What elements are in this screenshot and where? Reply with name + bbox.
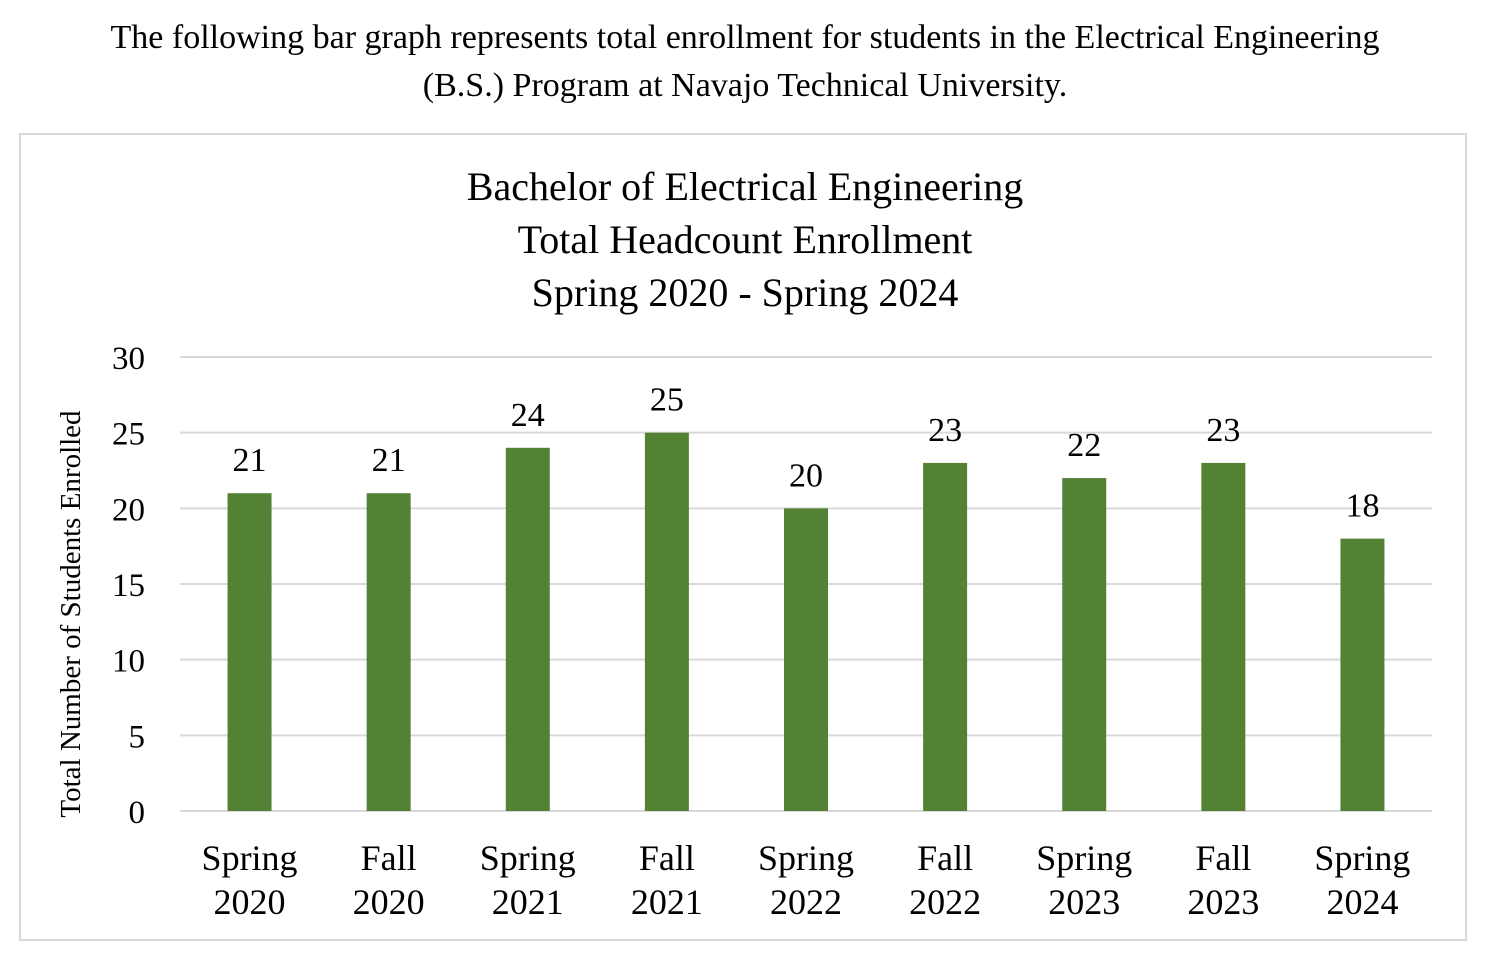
- x-tick-label-9-line-2: 2024: [1326, 882, 1398, 922]
- data-label-9: 18: [1345, 488, 1379, 525]
- chart-title-line-1: Bachelor of Electrical Engineering: [467, 164, 1023, 209]
- x-tick-label-5-line-2: 2022: [770, 882, 842, 922]
- y-tick-label-0: 0: [129, 795, 146, 831]
- y-tick-label-20: 20: [112, 492, 145, 528]
- chart-frame: [19, 133, 1467, 941]
- bar-2: [366, 493, 411, 811]
- x-tick-label-1-line-1: Spring: [202, 838, 298, 878]
- x-tick-label-8-line-1: Fall: [1195, 838, 1251, 878]
- intro-line-2: (B.S.) Program at Navajo Technical Unive…: [422, 67, 1068, 104]
- intro-text: The following bar graph represents total…: [0, 14, 1490, 110]
- bar-5: [784, 508, 828, 811]
- data-label-8: 23: [1206, 412, 1240, 449]
- bar-7: [1062, 478, 1107, 811]
- x-tick-label-9-line-1: Spring: [1314, 838, 1410, 878]
- bar-1: [227, 493, 272, 811]
- x-tick-label-8-line-2: 2023: [1187, 882, 1259, 922]
- data-label-6: 23: [928, 412, 962, 449]
- x-tick-label-3-line-1: Spring: [480, 838, 576, 878]
- x-tick-label-7-line-2: 2023: [1048, 882, 1120, 922]
- y-tick-label-5: 5: [129, 719, 146, 755]
- x-tick-label-6-line-1: Fall: [917, 838, 973, 878]
- bar-8: [1201, 462, 1246, 811]
- data-label-7: 22: [1067, 427, 1101, 464]
- x-tick-label-2-line-1: Fall: [361, 838, 417, 878]
- x-tick-label-4-line-2: 2021: [631, 882, 703, 922]
- intro-line-1: The following bar graph represents total…: [110, 19, 1380, 56]
- data-label-2: 21: [372, 442, 406, 479]
- bar-9: [1340, 538, 1385, 811]
- x-tick-label-2-line-2: 2020: [353, 882, 425, 922]
- x-tick-label-3-line-2: 2021: [492, 882, 564, 922]
- data-label-3: 24: [511, 397, 545, 434]
- x-tick-label-7-line-1: Spring: [1036, 838, 1132, 878]
- x-tick-label-4-line-1: Fall: [639, 838, 695, 878]
- y-tick-label-30: 30: [112, 341, 145, 377]
- chart-title-line-2: Total Headcount Enrollment: [518, 217, 973, 262]
- x-tick-label-5-line-1: Spring: [758, 838, 854, 878]
- data-label-5: 20: [789, 457, 823, 494]
- x-tick-label-1-line-2: 2020: [214, 882, 286, 922]
- bar-6: [923, 462, 968, 811]
- y-axis-label: Total Number of Students Enrolled: [55, 410, 87, 818]
- y-tick-label-10: 10: [112, 644, 145, 680]
- x-tick-label-6-line-2: 2022: [909, 882, 981, 922]
- y-tick-label-25: 25: [112, 417, 145, 453]
- data-label-4: 25: [650, 382, 684, 419]
- data-label-1: 21: [233, 442, 267, 479]
- chart-title-line-3: Spring 2020 - Spring 2024: [532, 270, 959, 315]
- y-tick-label-15: 15: [112, 568, 145, 604]
- bar-4: [644, 432, 689, 811]
- bar-3: [505, 447, 550, 811]
